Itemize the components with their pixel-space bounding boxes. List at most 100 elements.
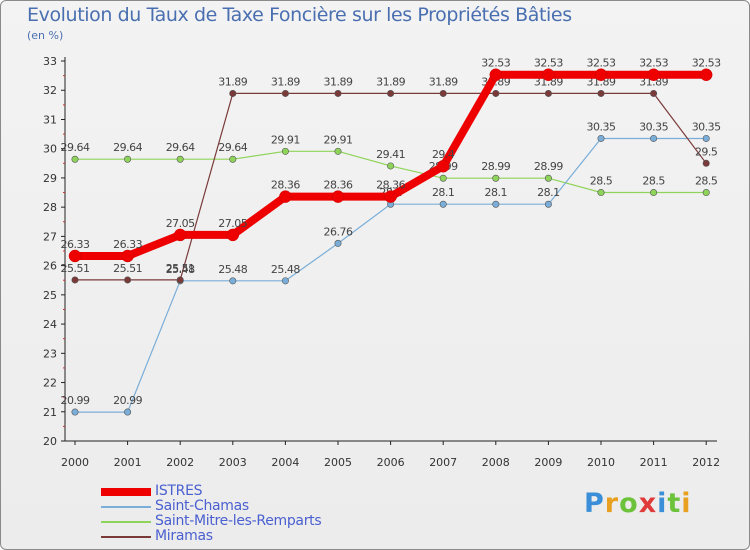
data-label-saint-mitre-les-remparts: 28.99 <box>534 160 563 173</box>
data-label-saint-mitre-les-remparts: 29.91 <box>324 133 353 146</box>
legend-swatch-istres <box>101 488 151 496</box>
data-label-istres: 28.36 <box>376 179 405 192</box>
data-point-miramas <box>281 89 289 97</box>
data-label-saint-chamas: 30.35 <box>692 120 721 133</box>
legend-label-miramas: Miramas <box>155 528 213 544</box>
y-tick-label: 32 <box>43 84 57 97</box>
logo-letter: P <box>584 488 605 519</box>
y-tick-label: 29 <box>43 172 57 185</box>
x-tick-label: 2012 <box>692 456 720 469</box>
x-tick-label: 2011 <box>640 456 668 469</box>
y-tick-label: 33 <box>43 55 57 68</box>
x-tick-label: 2005 <box>324 456 352 469</box>
data-label-miramas: 31.89 <box>324 75 353 88</box>
data-point-saint-chamas <box>124 408 132 416</box>
data-point-miramas <box>334 89 342 97</box>
x-tick-label: 2010 <box>587 456 615 469</box>
x-tick-label: 2002 <box>166 456 194 469</box>
data-label-saint-chamas: 25.48 <box>218 263 247 276</box>
data-point-saint-mitre-les-remparts <box>229 155 237 163</box>
data-point-saint-chamas <box>492 200 500 208</box>
x-tick-label: 2009 <box>534 456 562 469</box>
data-point-istres <box>436 159 450 173</box>
data-point-saint-mitre-les-remparts <box>702 189 710 197</box>
data-point-saint-chamas <box>71 408 79 416</box>
legend-label-istres: ISTRES <box>155 483 203 499</box>
data-label-saint-mitre-les-remparts: 28.5 <box>642 175 665 188</box>
x-tick-label: 2004 <box>271 456 299 469</box>
data-label-saint-mitre-les-remparts: 29.64 <box>61 141 90 154</box>
x-tick-label: 2003 <box>219 456 247 469</box>
data-label-saint-mitre-les-remparts: 29.64 <box>113 141 142 154</box>
data-point-saint-mitre-les-remparts <box>439 174 447 182</box>
data-label-saint-mitre-les-remparts: 29.64 <box>218 141 247 154</box>
data-point-miramas <box>702 159 710 167</box>
data-point-miramas <box>71 276 79 284</box>
logo-letter: t <box>667 488 682 519</box>
data-label-miramas: 31.89 <box>271 75 300 88</box>
y-tick-label: 23 <box>43 347 57 360</box>
data-point-saint-mitre-les-remparts <box>492 174 500 182</box>
data-point-saint-chamas <box>544 200 552 208</box>
y-tick-label: 31 <box>43 113 57 126</box>
legend-item-saint-chamas: Saint-Chamas <box>101 498 401 515</box>
legend-swatch-saint-mitre <box>101 521 151 523</box>
data-label-miramas: 25.51 <box>166 262 195 275</box>
logo-letter: i <box>657 488 668 519</box>
data-point-istres <box>279 190 292 203</box>
data-label-istres: 32.53 <box>534 57 563 70</box>
data-point-istres <box>226 228 240 242</box>
data-point-saint-chamas <box>702 134 710 142</box>
data-label-miramas: 31.89 <box>218 75 247 88</box>
logo-letter: o <box>619 488 639 519</box>
data-label-saint-chamas: 25.48 <box>166 263 195 276</box>
data-label-saint-chamas: 20.99 <box>113 394 142 407</box>
data-point-saint-mitre-les-remparts <box>281 147 289 155</box>
data-label-saint-chamas: 26.76 <box>324 225 353 238</box>
data-label-istres: 32.53 <box>587 57 616 70</box>
data-label-istres: 28.36 <box>324 179 353 192</box>
data-point-istres <box>594 68 608 81</box>
y-tick-label: 24 <box>43 318 57 331</box>
data-point-istres <box>489 68 503 81</box>
data-point-istres <box>68 249 82 263</box>
chart-title: Evolution du Taux de Taxe Foncière sur l… <box>27 4 572 26</box>
data-label-saint-mitre-les-remparts: 28.99 <box>481 160 510 173</box>
data-label-istres: 27.05 <box>166 217 195 230</box>
logo-letter: x <box>638 488 658 519</box>
legend-swatch-miramas <box>101 536 151 538</box>
data-point-saint-mitre-les-remparts <box>597 189 605 197</box>
data-point-saint-mitre-les-remparts <box>650 189 658 197</box>
data-point-istres <box>121 249 134 263</box>
data-label-istres: 29.4 <box>432 148 455 161</box>
legend-item-miramas: Miramas <box>101 528 401 545</box>
logo-letter: i <box>681 488 692 519</box>
data-point-istres <box>699 68 713 81</box>
chart-subtitle: (en %) <box>27 29 64 42</box>
data-label-istres: 32.53 <box>692 57 721 70</box>
x-tick-label: 2007 <box>429 456 457 469</box>
data-point-miramas <box>387 89 395 97</box>
y-tick-label: 28 <box>43 201 57 214</box>
y-tick-label: 27 <box>43 230 57 243</box>
data-point-miramas <box>229 89 237 97</box>
data-label-istres: 26.33 <box>61 238 90 251</box>
data-point-istres <box>542 68 555 81</box>
data-label-miramas: 31.89 <box>429 75 458 88</box>
data-point-saint-mitre-les-remparts <box>544 174 552 182</box>
x-tick-label: 2001 <box>114 456 142 469</box>
legend-label-saint-mitre: Saint-Mitre-les-Remparts <box>155 513 322 529</box>
data-point-saint-chamas <box>334 239 342 247</box>
data-label-saint-mitre-les-remparts: 28.5 <box>590 175 613 188</box>
data-label-istres: 26.33 <box>113 238 142 251</box>
data-point-istres <box>331 190 345 203</box>
y-tick-label: 30 <box>43 143 57 156</box>
data-label-saint-mitre-les-remparts: 28.5 <box>695 175 718 188</box>
legend: ISTRES Saint-Chamas Saint-Mitre-les-Remp… <box>101 483 401 545</box>
data-point-miramas <box>597 89 605 97</box>
data-point-saint-mitre-les-remparts <box>176 155 184 163</box>
data-label-miramas: 31.89 <box>376 75 405 88</box>
data-point-miramas <box>544 89 552 97</box>
data-label-saint-chamas: 25.48 <box>271 263 300 276</box>
